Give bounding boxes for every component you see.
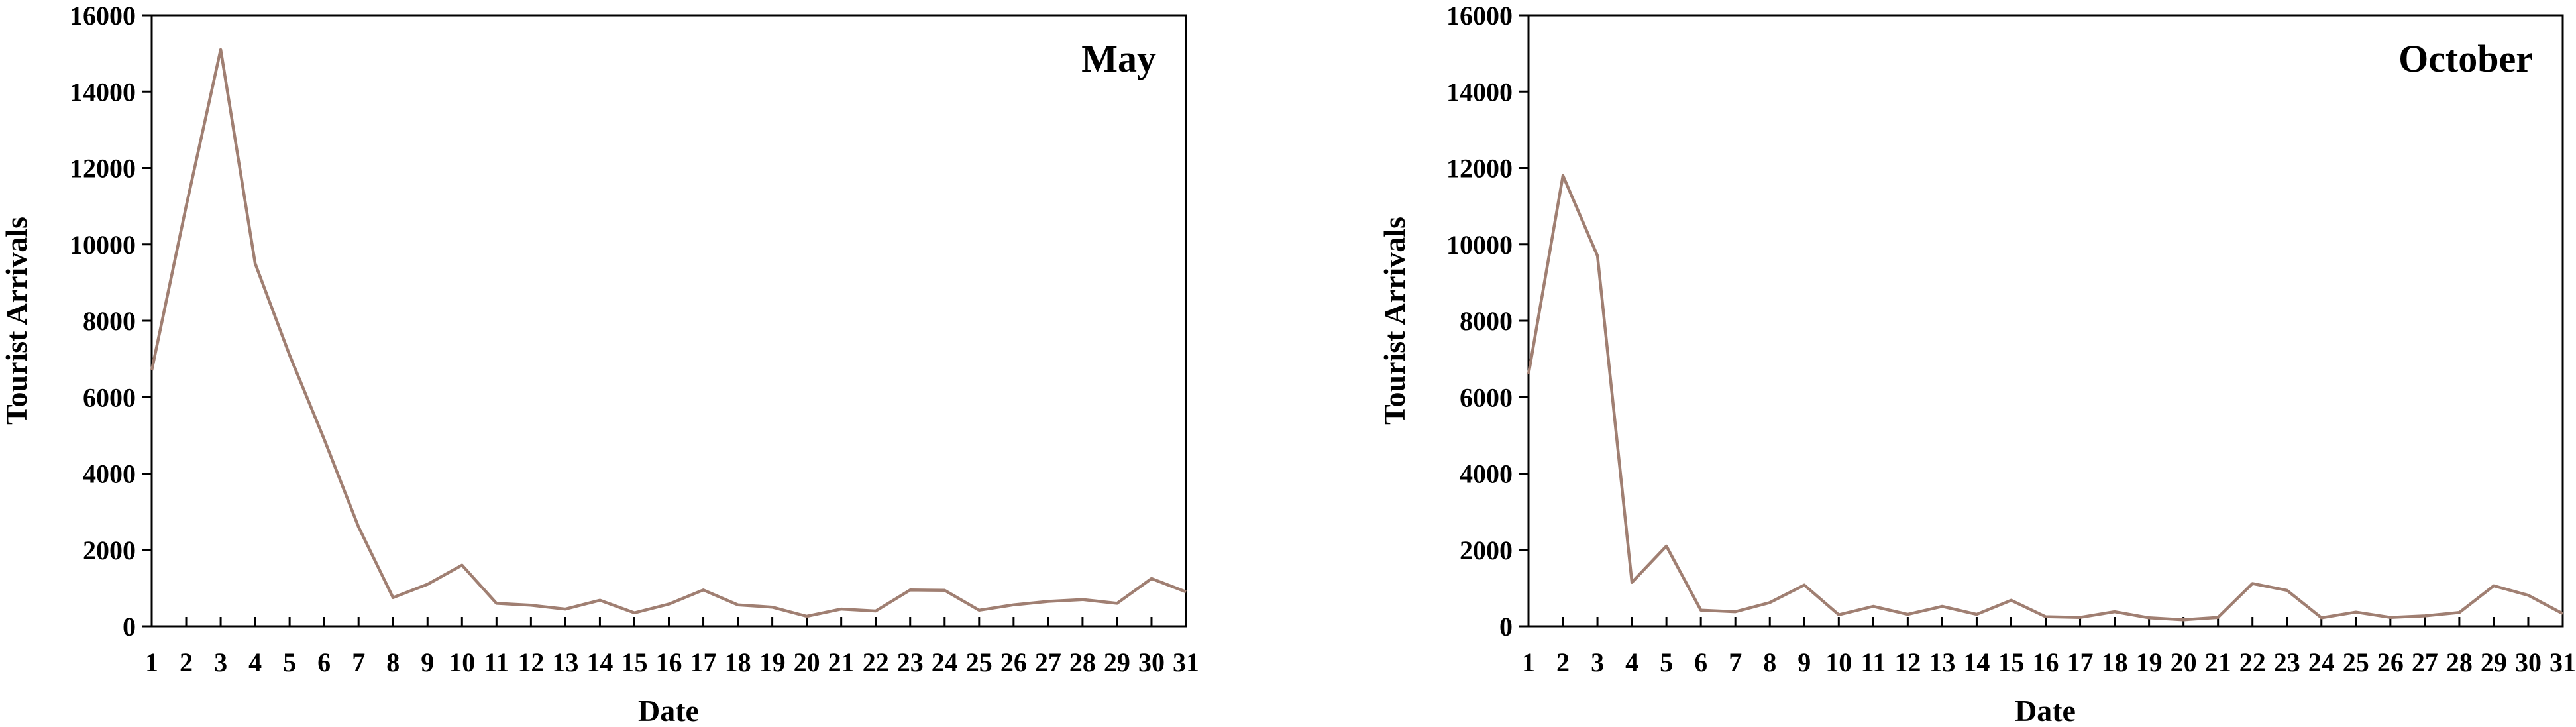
x-tick-label: 16 — [2033, 647, 2059, 677]
x-tick-label: 8 — [1763, 647, 1776, 677]
x-tick-label: 12 — [1894, 647, 1921, 677]
x-tick-label: 14 — [586, 647, 613, 677]
x-tick-label: 21 — [2205, 647, 2231, 677]
y-tick-group: 0 2000 4000 6000 8000 10000 12000 14000 16000 — [70, 1, 152, 642]
y-tick-label: 0 — [1499, 612, 1513, 642]
plot-frame — [1527, 14, 2564, 628]
y-tick-label: 2000 — [83, 535, 136, 565]
chart-panel-may: May Tourist Arrivals Date 0 2000 4000 6000 8… — [0, 1, 1199, 727]
x-tick-label: 24 — [2308, 647, 2335, 677]
x-tick-label: 29 — [1104, 647, 1130, 677]
x-tick-label: 17 — [2067, 647, 2094, 677]
series-line — [150, 48, 1187, 618]
x-tick-label: 6 — [1694, 647, 1707, 677]
x-tick-label: 17 — [690, 647, 717, 677]
x-tick-label: 3 — [214, 647, 227, 677]
x-tick-label: 31 — [1173, 647, 1199, 677]
chart-title: May — [1081, 37, 1156, 80]
x-tick-label: 1 — [145, 647, 158, 677]
x-tick-label: 6 — [317, 647, 331, 677]
x-tick-label: 9 — [421, 647, 434, 677]
x-tick-label: 28 — [2446, 647, 2473, 677]
x-tick-label: 15 — [621, 647, 647, 677]
x-axis-title: Date — [638, 694, 699, 727]
y-axis-title: Tourist Arrivals — [0, 217, 33, 425]
x-tick-label: 10 — [449, 647, 475, 677]
x-tick-label: 25 — [966, 647, 993, 677]
x-tick-label: 19 — [2136, 647, 2163, 677]
plot-frame — [150, 14, 1187, 628]
y-tick-label: 10000 — [1446, 230, 1513, 260]
x-tick-label: 18 — [2102, 647, 2128, 677]
y-tick-label: 10000 — [70, 230, 136, 260]
x-tick-label: 20 — [794, 647, 820, 677]
y-tick-group: 0 2000 4000 6000 8000 10000 12000 14000 16000 — [1446, 1, 1529, 642]
x-tick-label: 12 — [517, 647, 544, 677]
x-tick-label: 27 — [2412, 647, 2438, 677]
x-tick-label: 19 — [759, 647, 786, 677]
x-tick-label: 2 — [1556, 647, 1570, 677]
x-axis-title: Date — [2015, 694, 2076, 727]
x-tick-label: 26 — [1000, 647, 1027, 677]
x-tick-label: 8 — [386, 647, 400, 677]
x-tick-label: 4 — [1625, 647, 1638, 677]
x-tick-label: 22 — [2239, 647, 2266, 677]
x-tick-label: 4 — [248, 647, 262, 677]
y-tick-label: 6000 — [1460, 382, 1513, 412]
x-tick-label: 1 — [1522, 647, 1535, 677]
y-tick-label: 14000 — [70, 77, 136, 107]
x-tick-label: 11 — [484, 647, 509, 677]
x-tick-label: 2 — [180, 647, 193, 677]
x-tick-label: 23 — [897, 647, 924, 677]
x-tick-label: 31 — [2549, 647, 2576, 677]
x-tick-label: 18 — [725, 647, 751, 677]
y-tick-label: 16000 — [70, 1, 136, 30]
x-tick-label: 15 — [1998, 647, 2024, 677]
x-tick-label: 11 — [1860, 647, 1886, 677]
y-tick-label: 12000 — [1446, 154, 1513, 184]
x-tick-label: 26 — [2377, 647, 2404, 677]
x-tick-label: 13 — [1929, 647, 1955, 677]
x-tick-label: 22 — [863, 647, 889, 677]
x-tick-label: 13 — [552, 647, 578, 677]
y-tick-label: 12000 — [70, 154, 136, 184]
x-tick-label: 30 — [1138, 647, 1165, 677]
x-tick-label: 16 — [656, 647, 682, 677]
series-line — [1527, 174, 2564, 622]
x-tick-label: 23 — [2274, 647, 2300, 677]
y-tick-label: 8000 — [1460, 306, 1513, 336]
x-tick-label: 25 — [2343, 647, 2369, 677]
y-tick-label: 2000 — [1460, 535, 1513, 565]
x-tick-label: 24 — [932, 647, 958, 677]
x-tick-label: 21 — [828, 647, 855, 677]
x-tick-label: 5 — [283, 647, 296, 677]
x-tick-label: 10 — [1825, 647, 1852, 677]
x-tick-label: 30 — [2515, 647, 2542, 677]
x-tick-label: 27 — [1035, 647, 1061, 677]
y-axis-title: Tourist Arrivals — [1377, 217, 1411, 425]
y-tick-label: 16000 — [1446, 1, 1513, 30]
chart-panel-october: October Tourist Arrivals Date 0 2000 4000 6… — [1377, 1, 2576, 727]
x-tick-label: 28 — [1069, 647, 1096, 677]
x-tick-group: 1 2 3 4 5 6 7 8 9 10 11 12 13 14 15 16 17 18 19 20 21 22 23 24 2… — [1522, 617, 2576, 677]
x-tick-group: 1 2 3 4 5 6 7 8 9 10 11 12 13 14 15 16 17 18 19 20 21 22 23 24 2… — [145, 617, 1199, 677]
y-tick-label: 0 — [123, 612, 136, 642]
chart-title: October — [2398, 37, 2533, 80]
x-tick-label: 9 — [1798, 647, 1811, 677]
x-tick-label: 14 — [1963, 647, 1990, 677]
y-tick-label: 6000 — [83, 382, 136, 412]
y-tick-label: 8000 — [83, 306, 136, 336]
x-tick-label: 29 — [2481, 647, 2507, 677]
y-tick-label: 4000 — [1460, 459, 1513, 489]
x-tick-label: 5 — [1660, 647, 1673, 677]
x-tick-label: 3 — [1591, 647, 1604, 677]
x-tick-label: 20 — [2171, 647, 2197, 677]
x-tick-label: 7 — [352, 647, 365, 677]
y-tick-label: 14000 — [1446, 77, 1513, 107]
y-tick-label: 4000 — [83, 459, 136, 489]
x-tick-label: 7 — [1729, 647, 1742, 677]
